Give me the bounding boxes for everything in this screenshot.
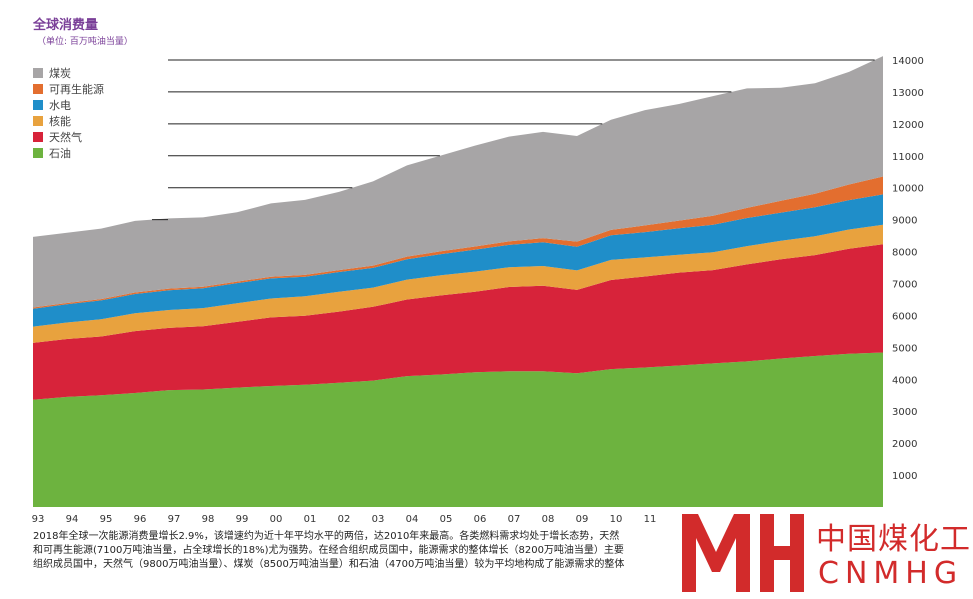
x-tick-label: 95 bbox=[100, 514, 113, 525]
watermark-logo bbox=[682, 514, 804, 592]
legend-swatch bbox=[33, 132, 43, 142]
area-layers bbox=[33, 56, 883, 507]
y-tick-label: 4000 bbox=[892, 375, 917, 386]
x-tick-label: 97 bbox=[168, 514, 181, 525]
caption-line: 组织成员国中，天然气（9800万吨油当量）、煤炭（8500万吨油当量）和石油（4… bbox=[33, 559, 625, 570]
legend-swatch bbox=[33, 116, 43, 126]
x-tick-label: 09 bbox=[576, 514, 589, 525]
chart-title: 全球消费量 bbox=[33, 18, 99, 33]
caption-line: 2018年全球一次能源消费量增长2.9%，该增速约为近十年平均水平的两倍，达20… bbox=[33, 531, 620, 542]
x-tick-label: 05 bbox=[440, 514, 453, 525]
legend-label: 水电 bbox=[49, 99, 71, 112]
caption-line: 和可再生能源(7100万吨油当量，占全球增长的18%)尤为强势。在经合组织成员国… bbox=[33, 545, 624, 556]
legend-swatch bbox=[33, 84, 43, 94]
area-series-5 bbox=[33, 56, 883, 308]
chart-subtitle: （单位: 百万吨油当量） bbox=[37, 37, 133, 47]
y-tick-label: 11000 bbox=[892, 152, 924, 163]
caption-text: 2018年全球一次能源消费量增长2.9%，该增速约为近十年平均水平的两倍，达20… bbox=[33, 530, 733, 572]
y-tick-label: 1000 bbox=[892, 471, 917, 482]
x-tick-label: 93 bbox=[32, 514, 45, 525]
x-tick-label: 94 bbox=[66, 514, 79, 525]
x-tick-label: 03 bbox=[372, 514, 385, 525]
x-tick-label: 00 bbox=[270, 514, 283, 525]
watermark-name-en: CNMHG bbox=[818, 556, 964, 591]
y-tick-label: 6000 bbox=[892, 311, 917, 322]
y-tick-label: 10000 bbox=[892, 184, 924, 195]
y-tick-label: 14000 bbox=[892, 56, 924, 67]
x-tick-label: 01 bbox=[304, 514, 317, 525]
y-tick-label: 7000 bbox=[892, 280, 917, 291]
watermark-name-cn: 中国煤化工 bbox=[816, 522, 971, 557]
logo-letter-h bbox=[760, 514, 804, 592]
legend-swatch bbox=[33, 100, 43, 110]
y-tick-label: 12000 bbox=[892, 120, 924, 131]
logo-letter-m bbox=[682, 514, 750, 592]
y-tick-label: 2000 bbox=[892, 439, 917, 450]
y-tick-label: 3000 bbox=[892, 407, 917, 418]
legend-swatch bbox=[33, 68, 43, 78]
x-tick-label: 11 bbox=[644, 514, 657, 525]
x-tick-label: 07 bbox=[508, 514, 521, 525]
area-series-2 bbox=[33, 224, 883, 343]
y-tick-label: 9000 bbox=[892, 216, 917, 227]
x-tick-label: 06 bbox=[474, 514, 487, 525]
x-tick-label: 04 bbox=[406, 514, 419, 525]
legend-label: 可再生能源 bbox=[49, 82, 104, 96]
x-axis-ticks: 93 94 95 96 97 98 99 00 01 02 03 04 05 06 07 08 09 10 11 bbox=[32, 514, 657, 525]
area-series-1 bbox=[33, 244, 883, 400]
y-tick-label: 5000 bbox=[892, 343, 917, 354]
x-tick-label: 98 bbox=[202, 514, 215, 525]
y-tick-label: 13000 bbox=[892, 88, 924, 99]
legend-swatch bbox=[33, 148, 43, 158]
y-tick-label: 8000 bbox=[892, 248, 917, 259]
legend-label: 石油 bbox=[49, 146, 71, 160]
watermark: 中国煤化工 CNMHG bbox=[676, 508, 973, 599]
x-tick-label: 02 bbox=[338, 514, 351, 525]
gridlines bbox=[152, 59, 875, 221]
area-series-3 bbox=[33, 194, 883, 327]
area-series-0 bbox=[33, 352, 883, 507]
x-tick-label: 96 bbox=[134, 514, 147, 525]
x-tick-label: 08 bbox=[542, 514, 555, 525]
legend-label: 煤炭 bbox=[49, 67, 71, 80]
x-tick-label: 99 bbox=[236, 514, 249, 525]
legend-label: 天然气 bbox=[49, 130, 82, 144]
legend-label: 核能 bbox=[49, 114, 71, 128]
x-tick-label: 10 bbox=[610, 514, 623, 525]
y-axis-ticks: 1000 2000 3000 4000 5000 6000 7000 8000 9000 1000… bbox=[892, 56, 924, 482]
